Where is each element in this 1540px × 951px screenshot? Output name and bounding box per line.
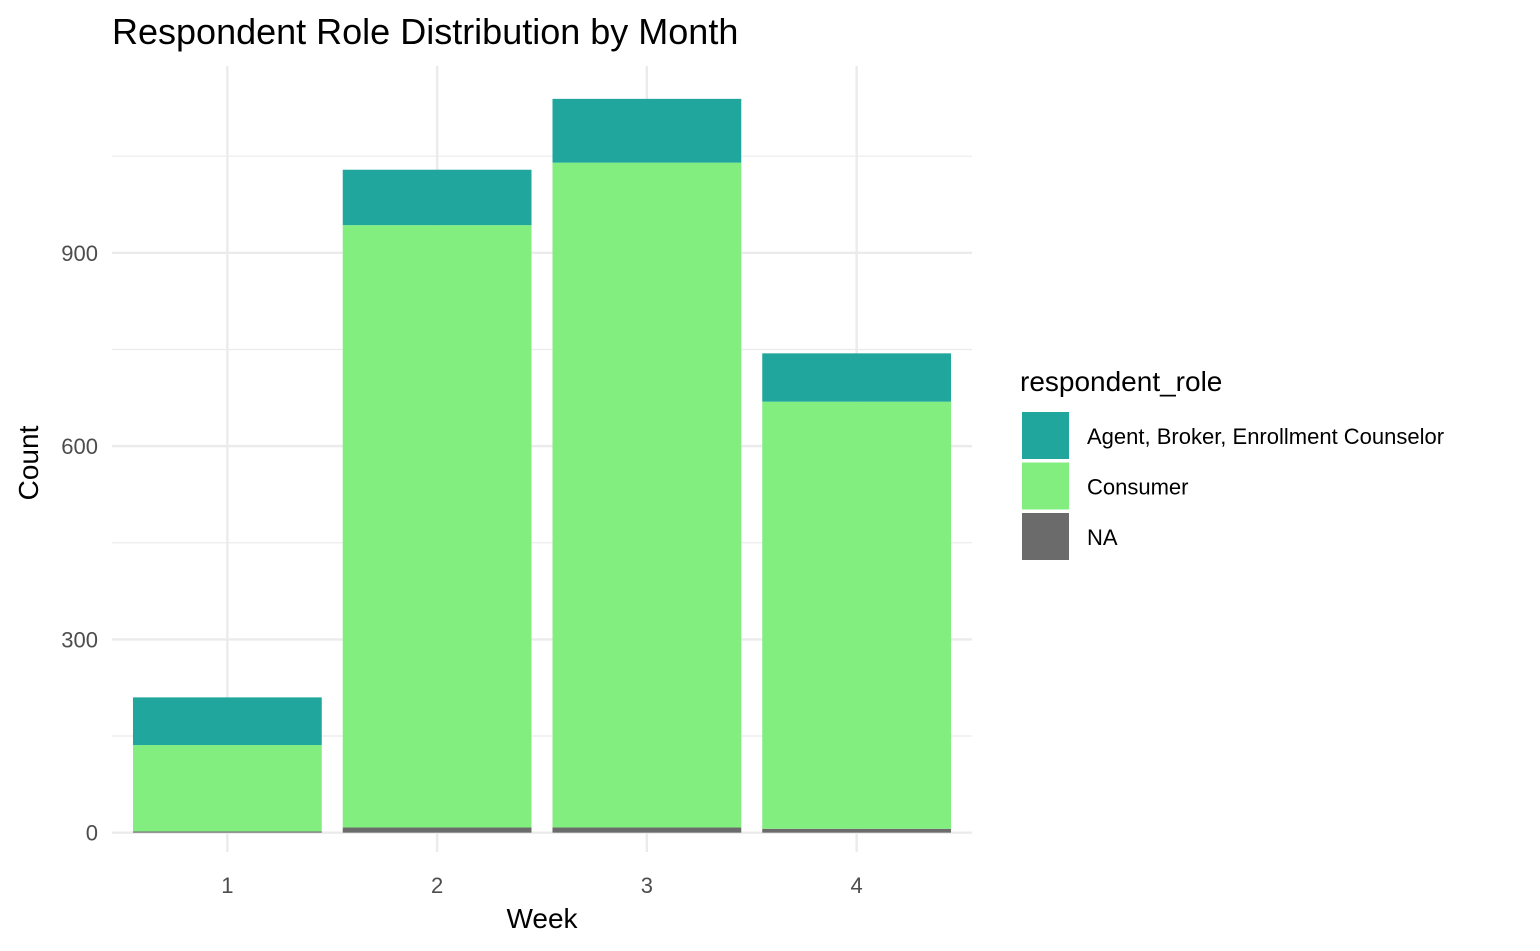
legend: respondent_role Agent, Broker, Enrollmen…	[1020, 366, 1444, 560]
legend-label: NA	[1087, 525, 1118, 550]
bar-week-3-consumer	[552, 162, 742, 828]
legend-swatch	[1022, 412, 1069, 459]
bar-week-2-agent-broker-enrollment-counselor	[342, 169, 532, 226]
bar-week-4-agent-broker-enrollment-counselor	[762, 353, 952, 402]
legend-item: NA	[1022, 513, 1118, 560]
bar-week-3-agent-broker-enrollment-counselor	[552, 98, 742, 163]
legend-swatch	[1022, 462, 1069, 510]
legend-items: Agent, Broker, Enrollment Counselor Consu…	[1022, 412, 1444, 560]
x-tick-label: 3	[641, 873, 653, 898]
bar-week-4-na	[762, 828, 952, 833]
bar-week-1-consumer	[132, 745, 322, 832]
legend-item: Agent, Broker, Enrollment Counselor	[1022, 412, 1444, 459]
bar-week-1-na	[132, 831, 322, 833]
legend-swatch	[1022, 513, 1069, 560]
x-axis-ticks: 1 2 3 4	[221, 873, 863, 898]
x-tick-label: 2	[431, 873, 443, 898]
legend-title: respondent_role	[1020, 366, 1222, 397]
bar-week-3-na	[552, 827, 742, 833]
x-axis-title: Week	[506, 903, 578, 934]
x-tick-label: 4	[851, 873, 863, 898]
y-tick-label: 900	[61, 241, 98, 266]
legend-item: Consumer	[1022, 462, 1188, 510]
y-axis-ticks: 0 300 600 900	[61, 241, 98, 846]
bar-week-2-consumer	[342, 225, 532, 828]
legend-label: Agent, Broker, Enrollment Counselor	[1087, 424, 1444, 449]
y-tick-label: 600	[61, 434, 98, 459]
bar-week-1-agent-broker-enrollment-counselor	[132, 697, 322, 746]
chart-title: Respondent Role Distribution by Month	[112, 11, 738, 52]
bar-week-2-na	[342, 827, 532, 833]
y-axis-title: Count	[13, 425, 44, 500]
bar-week-4-consumer	[762, 401, 952, 829]
y-tick-label: 0	[86, 821, 98, 846]
bars	[132, 98, 952, 833]
legend-label: Consumer	[1087, 475, 1188, 500]
x-tick-label: 1	[221, 873, 233, 898]
y-tick-label: 300	[61, 627, 98, 652]
